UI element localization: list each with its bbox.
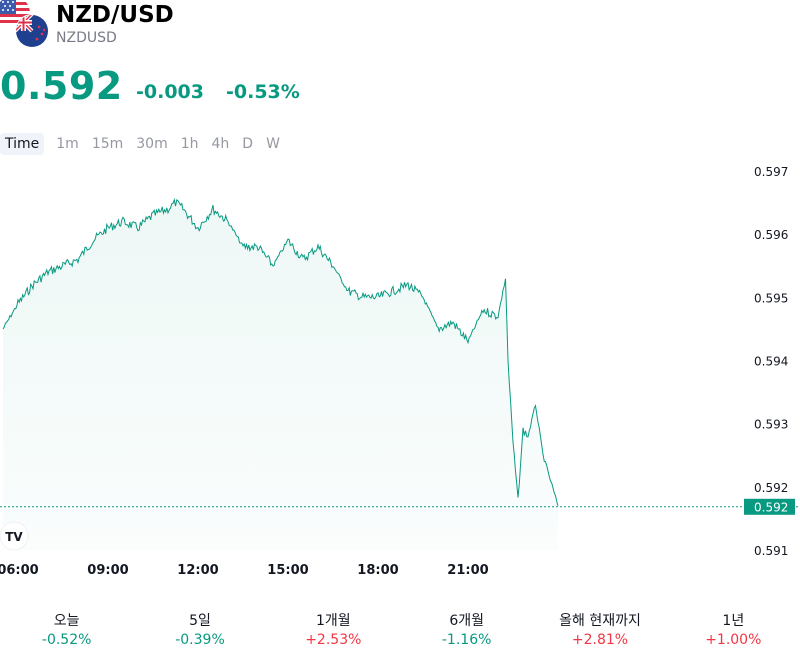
y-tick-label: 0.593 xyxy=(754,418,788,432)
performance-row: 오늘 -0.52% 5일 -0.39% 1개월 +2.53% 6개월 -1.16… xyxy=(0,610,800,648)
perf-item-5d[interactable]: 5일 -0.39% xyxy=(133,610,266,648)
svg-text:TV: TV xyxy=(5,530,23,544)
price-chart[interactable]: 0.597 0.596 0.595 0.594 0.593 0.592 0.591 0.592… xyxy=(0,150,800,590)
perf-item-ytd[interactable]: 올해 현재까지 +2.81% xyxy=(533,610,666,648)
perf-item-1m[interactable]: 1개월 +2.53% xyxy=(267,610,400,648)
currency-flags-icon xyxy=(0,0,50,50)
x-tick-label: 21:00 xyxy=(447,563,488,578)
tab-time[interactable]: Time xyxy=(0,133,45,155)
perf-value: +2.53% xyxy=(305,632,362,648)
tab-1m[interactable]: 1m xyxy=(56,136,79,152)
tradingview-logo-icon[interactable]: TV xyxy=(0,521,29,551)
symbol-subtitle: NZDUSD xyxy=(56,30,117,46)
tab-1h[interactable]: 1h xyxy=(180,136,199,152)
last-price-badge xyxy=(744,498,795,515)
price-area-fill xyxy=(3,199,558,551)
perf-value: +1.00% xyxy=(705,632,762,648)
perf-label: 올해 현재까지 xyxy=(559,613,641,629)
last-price-label: 0.592 xyxy=(754,500,788,514)
perf-value: +2.81% xyxy=(571,632,629,648)
y-tick-label: 0.596 xyxy=(754,228,788,242)
timeframe-tabs: Time 1m 15m 30m 1h 4h D W xyxy=(0,132,289,156)
tab-w[interactable]: W xyxy=(266,136,280,152)
price-change-percent: -0.53% xyxy=(226,81,300,103)
perf-label: 1개월 xyxy=(315,613,351,629)
tab-d[interactable]: D xyxy=(242,136,254,152)
perf-label: 6개월 xyxy=(449,613,484,629)
x-tick-label: 18:00 xyxy=(357,563,398,578)
x-tick-label: 15:00 xyxy=(267,563,308,578)
perf-item-1y[interactable]: 1년 +1.00% xyxy=(667,610,800,648)
x-tick-label: 09:00 xyxy=(87,563,128,578)
perf-value: -0.39% xyxy=(175,632,225,648)
tab-30m[interactable]: 30m xyxy=(136,136,168,152)
tab-15m[interactable]: 15m xyxy=(91,136,124,152)
price-change: -0.003 xyxy=(136,81,204,103)
perf-label: 1년 xyxy=(722,613,745,629)
perf-value: -0.52% xyxy=(41,632,92,648)
perf-item-6m[interactable]: 6개월 -1.16% xyxy=(400,610,533,648)
x-tick-label: 12:00 xyxy=(177,563,218,578)
tab-4h[interactable]: 4h xyxy=(211,136,230,152)
usd-flag-icon xyxy=(0,0,30,30)
perf-item-today[interactable]: 오늘 -0.52% xyxy=(0,610,133,648)
perf-label: 오늘 xyxy=(53,613,80,629)
y-tick-label: 0.591 xyxy=(754,544,788,558)
x-tick-label: 06:00 xyxy=(0,563,39,578)
perf-label: 5일 xyxy=(189,613,211,629)
perf-value: -1.16% xyxy=(441,632,492,648)
y-tick-label: 0.595 xyxy=(754,291,788,305)
price-line xyxy=(2,197,559,506)
y-tick-label: 0.592 xyxy=(754,481,788,495)
y-tick-label: 0.594 xyxy=(754,355,788,369)
current-price: 0.592 xyxy=(0,64,123,108)
y-tick-label: 0.597 xyxy=(754,165,788,179)
pair-title: NZD/USD xyxy=(56,2,174,28)
